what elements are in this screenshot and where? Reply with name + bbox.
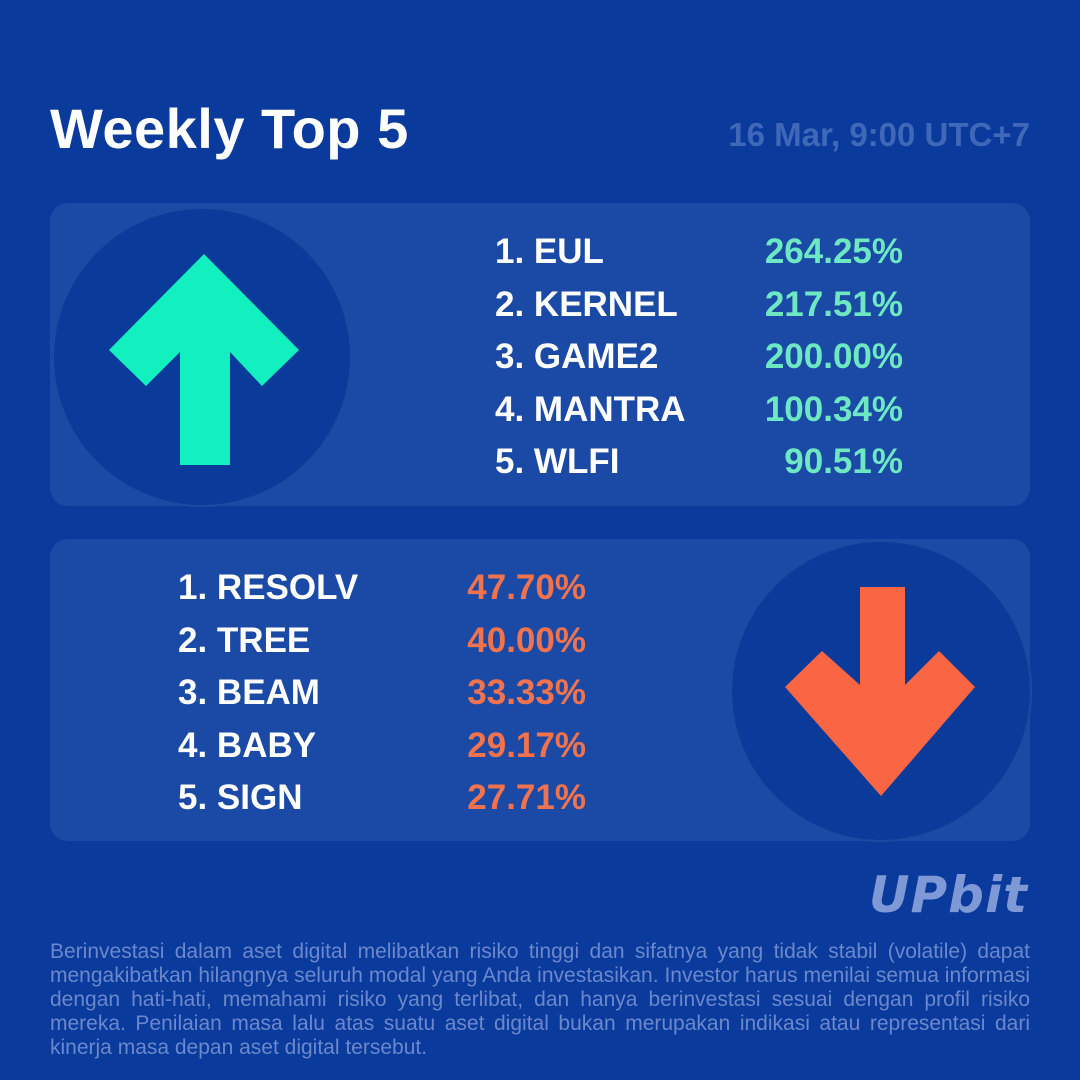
coin-name: 4. MANTRA [495,389,686,429]
list-item: 4. BABY 29.17% [178,720,586,773]
coin-change: 100.34% [764,389,903,429]
coin-name: 2. TREE [178,620,311,660]
coin-name: 1. EUL [495,232,604,272]
list-item: 2. TREE 40.00% [178,615,586,668]
list-item: 5. WLFI 90.51% [495,436,903,489]
timestamp: 16 Mar, 9:00 UTC+7 [728,116,1030,153]
arrow-down-icon [785,587,975,796]
list-item: 3. GAME2 200.00% [495,331,903,384]
coin-change: 90.51% [784,442,903,482]
coin-name: 2. KERNEL [495,284,678,324]
coin-name: 5. WLFI [495,442,620,482]
upbit-logo: UPbit [868,866,1028,924]
list-item: 2. KERNEL 217.51% [495,279,903,332]
coin-change: 27.71% [467,778,586,818]
coin-change: 33.33% [467,673,586,713]
list-item: 4. MANTRA 100.34% [495,384,903,437]
page-title: Weekly Top 5 [50,97,409,160]
arrow-up-icon [109,254,299,465]
coin-change: 264.25% [764,232,903,272]
losers-circle [730,540,1032,842]
losers-list: 1. RESOLV 47.70% 2. TREE 40.00% 3. BEAM … [178,562,586,825]
disclaimer-text: Berinvestasi dalam aset digital melibatk… [50,940,1030,1059]
coin-name: 3. GAME2 [495,337,659,377]
coin-name: 1. RESOLV [178,568,359,608]
list-item: 1. EUL 264.25% [495,226,903,279]
coin-change: 200.00% [764,337,903,377]
coin-change: 29.17% [467,725,586,765]
list-item: 5. SIGN 27.71% [178,772,586,825]
coin-name: 3. BEAM [178,673,320,713]
gainers-circle [52,207,352,507]
coin-change: 217.51% [764,284,903,324]
list-item: 3. BEAM 33.33% [178,667,586,720]
coin-change: 47.70% [467,568,586,608]
coin-name: 5. SIGN [178,778,303,818]
coin-change: 40.00% [467,620,586,660]
list-item: 1. RESOLV 47.70% [178,562,586,615]
gainers-list: 1. EUL 264.25% 2. KERNEL 217.51% 3. GAME… [495,226,903,489]
coin-name: 4. BABY [178,725,317,765]
